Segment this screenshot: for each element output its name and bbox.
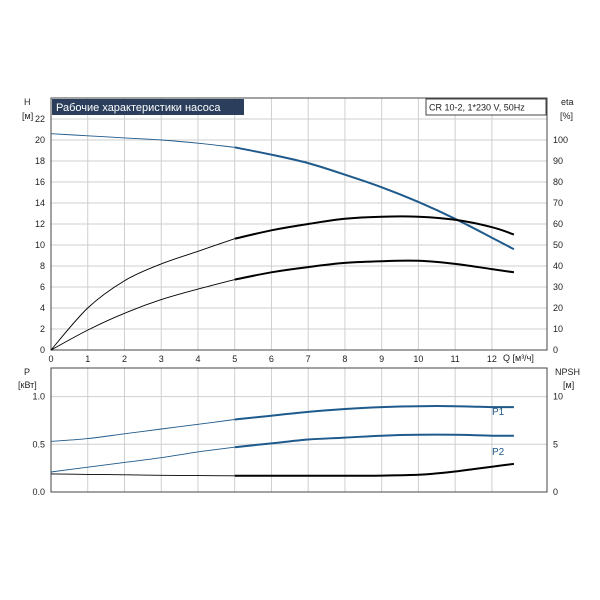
- bottom-panel-frame: [50, 367, 548, 493]
- npsh-axis-unit: [м]: [563, 380, 574, 390]
- efficiency-curve-eta1-bold: [234, 215, 515, 240]
- efficiency-tick-label: 80: [553, 177, 563, 187]
- top-panel-ticks: 0 1 2 3 4 5 6 7 8 9 10 11 12024681012141618202201020…: [35, 114, 568, 364]
- power-curve-p2-thin: [50, 446, 235, 473]
- bottom-panel-grid: [50, 368, 547, 493]
- model-label: CR 10-2, 1*230 V, 50Hz: [429, 103, 525, 113]
- efficiency-axis-label: eta: [561, 97, 574, 107]
- power-curve-p1-thin: [50, 419, 235, 442]
- head-tick-label: 14: [35, 198, 45, 208]
- top-panel-frame: [50, 97, 548, 351]
- power-curve-p1-bold: [234, 405, 514, 421]
- head-curve-bold: [234, 146, 515, 251]
- npsh-tick-label: 10: [553, 392, 563, 402]
- x-tick-label: 12: [487, 354, 497, 364]
- power-tick-label: 0.0: [32, 487, 45, 497]
- efficiency-curve-eta1-thin: [50, 238, 235, 351]
- efficiency-tick-label: 70: [553, 198, 563, 208]
- series-label-p2: P2: [492, 447, 505, 458]
- x-tick-label: 6: [269, 354, 274, 364]
- head-tick-label: 8: [40, 261, 45, 271]
- x-tick-label: 5: [232, 354, 237, 364]
- model-label-box: [425, 98, 547, 116]
- head-tick-label: 22: [35, 114, 45, 124]
- bottom-panel-ticks: 0.0 0.5 1.0 0 5 10: [32, 392, 563, 497]
- head-axis-unit: [м]: [22, 111, 33, 121]
- efficiency-tick-label: 90: [553, 156, 563, 166]
- head-tick-label: 0: [40, 345, 45, 355]
- x-tick-label: 3: [159, 354, 164, 364]
- head-tick-label: 4: [40, 303, 45, 313]
- x-tick-label: 4: [195, 354, 200, 364]
- power-tick-label: 1.0: [32, 392, 45, 402]
- head-tick-label: 2: [40, 324, 45, 334]
- npsh-axis-label: NPSH: [555, 367, 580, 377]
- efficiency-tick-label: 60: [553, 219, 563, 229]
- efficiency-tick-label: 40: [553, 261, 563, 271]
- npsh-tick-label: 5: [553, 439, 558, 449]
- npsh-curve-bold: [234, 462, 515, 477]
- series-label-p1: P1: [492, 407, 505, 418]
- power-axis-unit: [кВт]: [18, 380, 37, 390]
- bottom-panel-series: [50, 405, 515, 477]
- chart-title: Рабочие характеристики насоса: [56, 102, 221, 114]
- x-tick-label: 0: [48, 354, 53, 364]
- efficiency-curve-eta2-thin: [50, 279, 235, 351]
- efficiency-curve-eta2-bold: [234, 259, 515, 281]
- efficiency-tick-label: 10: [553, 324, 563, 334]
- power-axis-label: P: [24, 367, 30, 377]
- chart-title-background: [52, 99, 244, 115]
- head-curve-thin: [50, 133, 235, 148]
- power-tick-label: 0.5: [32, 439, 45, 449]
- efficiency-tick-label: 100: [553, 135, 568, 145]
- power-curve-p2-bold: [234, 433, 514, 449]
- x-tick-label: 11: [450, 354, 459, 364]
- efficiency-tick-label: 50: [553, 240, 563, 250]
- head-tick-label: 18: [35, 156, 45, 166]
- npsh-tick-label: 0: [553, 487, 558, 497]
- top-panel-series: [50, 133, 515, 351]
- efficiency-tick-label: 0: [553, 345, 558, 355]
- x-tick-label: 8: [342, 354, 347, 364]
- x-tick-label: 9: [379, 354, 384, 364]
- head-axis-label: H: [24, 97, 31, 107]
- head-tick-label: 16: [35, 177, 45, 187]
- efficiency-tick-label: 20: [553, 303, 563, 313]
- flow-axis-label: Q [м³/ч]: [503, 353, 534, 363]
- head-tick-label: 10: [35, 240, 45, 250]
- x-tick-label: 1: [85, 354, 90, 364]
- x-tick-label: 7: [306, 354, 311, 364]
- x-tick-label: 2: [122, 354, 127, 364]
- top-panel-grid: [50, 98, 547, 351]
- npsh-curve-thin: [50, 473, 235, 477]
- head-tick-label: 12: [35, 219, 45, 229]
- x-tick-label: 10: [413, 354, 423, 364]
- efficiency-tick-label: 30: [553, 282, 563, 292]
- head-tick-label: 6: [40, 282, 45, 292]
- efficiency-axis-unit: [%]: [560, 111, 573, 121]
- head-tick-label: 20: [35, 135, 45, 145]
